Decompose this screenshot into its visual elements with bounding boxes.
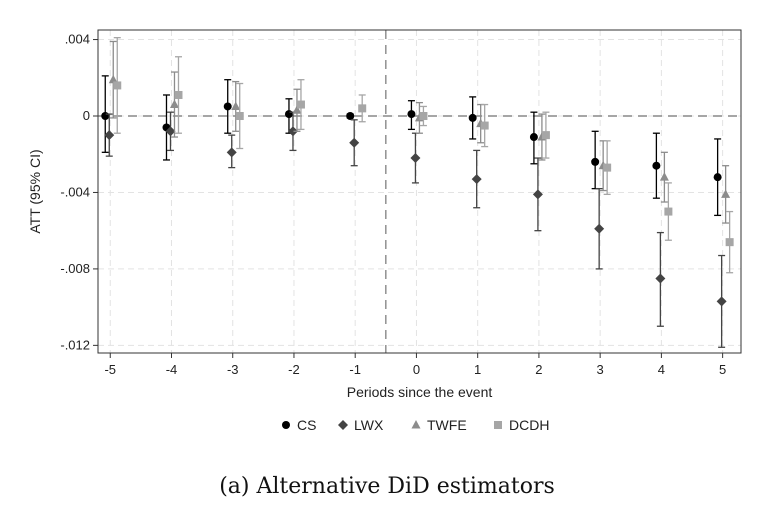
figure-caption: (a) Alternative DiD estimators <box>219 474 555 499</box>
did-event-study-chart: .004 0 -.004 -.008 -.012 -5 -4 -3 -2 -1 0 1 2 3 4 5 ATT… <box>27 29 742 433</box>
point-twfe <box>292 105 302 114</box>
x-tick-label: -4 <box>166 362 178 377</box>
grid-layer <box>98 30 741 353</box>
point-dcdh <box>419 112 428 121</box>
point-dcdh <box>603 163 612 172</box>
point-twfe <box>231 101 241 110</box>
series-twfe <box>108 40 731 224</box>
point-cs <box>713 173 722 182</box>
y-tick-label: .004 <box>65 32 90 47</box>
point-cs <box>468 113 477 122</box>
point-dcdh <box>541 131 550 140</box>
point-cs <box>652 161 661 170</box>
x-tick-label: 3 <box>597 362 604 377</box>
axes: .004 0 -.004 -.008 -.012 -5 -4 -3 -2 -1 0 1 2 3 4 5 <box>60 32 726 377</box>
point-lwx <box>104 130 115 141</box>
point-dcdh <box>174 90 183 99</box>
point-lwx <box>716 296 727 307</box>
point-cs <box>407 110 416 119</box>
point-cs <box>591 157 600 166</box>
x-tick-label: 5 <box>719 362 726 377</box>
x-tick-label: -3 <box>227 362 239 377</box>
legend-marker-twfe <box>411 420 421 429</box>
y-axis-title: ATT (95% CI) <box>27 149 43 233</box>
x-axis-title: Periods since the event <box>347 384 493 400</box>
point-lwx <box>655 273 666 284</box>
x-tick-label: -2 <box>288 362 300 377</box>
x-tick-label: 2 <box>535 362 542 377</box>
point-twfe <box>721 189 731 198</box>
point-lwx <box>471 174 482 185</box>
legend-label-lwx: LWX <box>354 417 384 433</box>
legend-marker-dcdh <box>494 421 502 429</box>
point-dcdh <box>725 238 734 247</box>
legend-marker-cs <box>282 421 290 429</box>
y-tick-label: -.008 <box>60 261 90 276</box>
point-dcdh <box>480 121 489 130</box>
point-dcdh <box>113 81 122 90</box>
point-lwx <box>226 147 237 158</box>
series-dcdh <box>113 36 734 274</box>
x-tick-label: -5 <box>104 362 116 377</box>
point-lwx <box>410 153 421 164</box>
legend-label-cs: CS <box>297 417 316 433</box>
x-tick-label: 4 <box>658 362 665 377</box>
x-tick-label: 0 <box>413 362 420 377</box>
point-dcdh <box>664 207 673 216</box>
point-twfe <box>169 99 179 109</box>
legend: CS LWX TWFE DCDH <box>282 417 549 433</box>
point-twfe <box>108 74 118 84</box>
point-lwx <box>165 126 176 137</box>
point-dcdh <box>296 100 305 109</box>
point-cs <box>223 102 232 111</box>
legend-item-dcdh: DCDH <box>494 417 549 433</box>
point-dcdh <box>358 104 367 113</box>
point-cs <box>101 112 110 121</box>
point-lwx <box>594 223 605 234</box>
legend-item-twfe: TWFE <box>411 417 467 433</box>
point-cs <box>529 133 538 142</box>
x-tick-label: 1 <box>474 362 481 377</box>
series-layer <box>101 36 734 348</box>
point-lwx <box>349 137 360 148</box>
x-tick-label: -1 <box>349 362 361 377</box>
y-tick-label: -.004 <box>60 184 90 199</box>
legend-item-cs: CS <box>282 417 316 433</box>
y-tick-label: -.012 <box>60 337 90 352</box>
point-lwx <box>287 126 298 137</box>
series-lwx <box>104 111 727 348</box>
plot-frame <box>97 29 742 354</box>
legend-marker-lwx <box>338 420 348 430</box>
legend-item-lwx: LWX <box>338 417 384 433</box>
series-cs <box>101 75 722 217</box>
point-twfe <box>659 172 669 181</box>
reference-lines <box>98 30 741 353</box>
legend-label-twfe: TWFE <box>427 417 467 433</box>
y-tick-label: 0 <box>83 108 90 123</box>
legend-label-dcdh: DCDH <box>509 417 549 433</box>
point-cs <box>284 110 293 119</box>
point-lwx <box>532 189 543 200</box>
point-dcdh <box>235 112 244 121</box>
point-cs <box>346 112 355 121</box>
